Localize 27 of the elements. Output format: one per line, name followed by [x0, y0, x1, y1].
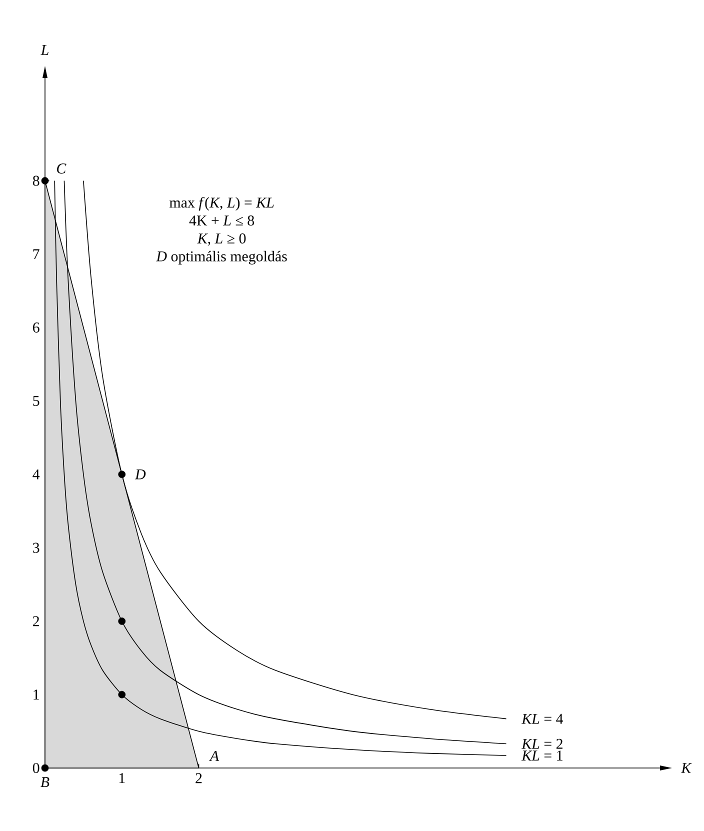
y-tick-label: 5 — [33, 396, 40, 406]
y-axis-title: L — [40, 45, 48, 55]
series-label: KL = 1 — [521, 750, 562, 760]
annotation: B — [40, 777, 50, 788]
series-label: KL = 4 — [521, 714, 564, 724]
y-tick-label: 7 — [33, 249, 40, 260]
annotation: D optimális megoldás — [156, 250, 287, 264]
annotation: max f(K, L) = KL — [170, 196, 274, 211]
y-tick-label: 8 — [32, 176, 40, 186]
point — [41, 764, 49, 772]
series-label: KL = 2 — [521, 738, 562, 749]
y-tick-label: 3 — [33, 542, 40, 553]
x-axis-title: K — [681, 763, 692, 773]
y-tick-label: 2 — [33, 616, 39, 626]
annotation: A — [209, 750, 220, 761]
y-tick-label: 4 — [32, 469, 40, 480]
y-tick-label: 0 — [32, 762, 40, 774]
point — [118, 690, 126, 698]
annotation: D — [134, 469, 146, 480]
y-tick-label: 1 — [34, 690, 39, 700]
point — [118, 470, 126, 478]
annotation: 4K + L ≤ 8 — [189, 215, 254, 226]
point — [41, 177, 49, 184]
annotation: C — [57, 164, 66, 174]
point — [118, 618, 126, 625]
annotation: K, L ≥ 0 — [197, 233, 246, 246]
y-tick-label: 6 — [32, 322, 40, 333]
